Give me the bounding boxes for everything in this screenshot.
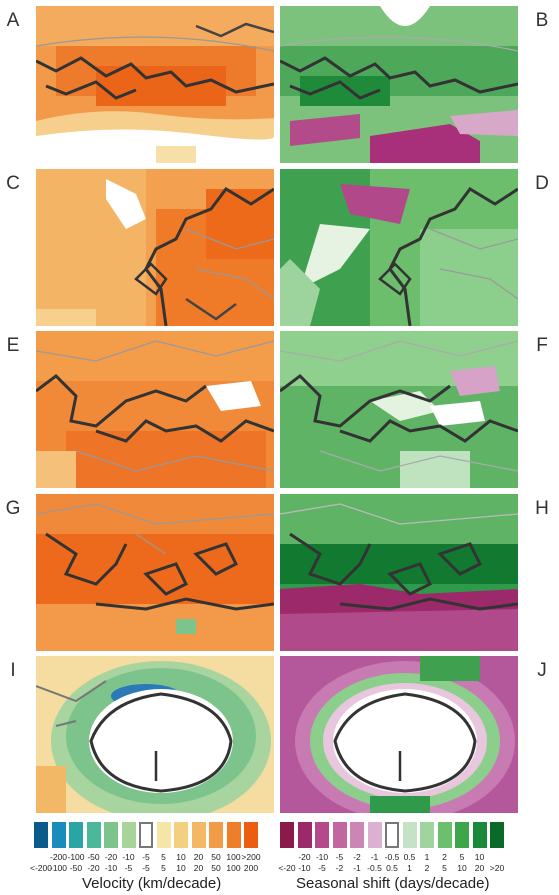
velocity-legend-swatch	[156, 822, 171, 848]
velocity-legend-swatch	[139, 822, 153, 848]
panel-letter-e: E	[6, 335, 20, 356]
seasonal-shift-legend-tick-label: 5	[459, 852, 465, 862]
velocity-legend-tick-label: 50	[211, 852, 221, 862]
velocity-legend-tick-label: 100	[226, 852, 241, 862]
seasonal-shift-legend-swatch	[315, 822, 329, 848]
seasonal-shift-legend-tick-label: -2	[335, 863, 344, 873]
seasonal-shift-legend-tick-label: <-20	[278, 863, 296, 873]
velocity-legend-tick-label: >200	[241, 852, 261, 862]
seasonal-shift-legend-tick-label: -1	[370, 852, 379, 862]
seasonal-shift-legend-swatch	[297, 822, 312, 848]
seasonal-shift-legend-tick-label: -1	[353, 863, 361, 873]
seasonal-shift-legend-tick-label: 10	[474, 852, 485, 862]
seasonal-shift-map-antarctic	[280, 656, 518, 813]
panel-letter-c: C	[6, 173, 20, 194]
seasonal-shift-legend-tick-label: 0.5	[386, 863, 398, 873]
seasonal-shift-legend-swatch	[367, 822, 382, 848]
velocity-legend-tick-label: -50	[87, 852, 100, 862]
velocity-legend-tick-label: -5	[142, 863, 150, 873]
seasonal-shift-map-arctic	[280, 6, 518, 163]
velocity-legend-tick-label: -100	[67, 852, 85, 862]
seasonal-shift-legend-swatch	[472, 822, 487, 848]
velocity-legend-tick-label: 10	[176, 852, 186, 862]
velocity-legend-tick-label: -10	[104, 863, 118, 873]
velocity-legend-swatch	[51, 822, 66, 848]
velocity-legend-tick-label: 50	[211, 863, 221, 873]
panel-letter-d: D	[535, 173, 549, 194]
seasonal-shift-legend-tick-label: -5	[318, 863, 326, 873]
velocity-legend-tick-label: -20	[87, 863, 100, 873]
panel-letter-g: G	[5, 498, 21, 519]
seasonal-shift-legend-tick-label: 5	[442, 863, 447, 873]
velocity-legend-tick-label: 5	[161, 863, 166, 873]
velocity-legend: <-200 -200 -100 -100 -50 -50 -20 -20 -10 -10 -5 -5-…	[30, 822, 274, 892]
seasonal-shift-legend-tick-label: 2	[442, 852, 447, 862]
velocity-legend-swatch	[226, 822, 241, 848]
panel-letter-a: A	[6, 10, 20, 31]
velocity-legend-tick-label: -200	[49, 852, 67, 862]
seasonal-shift-legend-tick-label: -5	[335, 852, 344, 862]
seasonal-shift-legend: <-20 -20 -10 -10 -5 -5 -2 -2 -1 -1 -0.5 -0.5 0.5 0.5 1…	[278, 822, 520, 892]
velocity-legend-tick-label: 10	[176, 863, 186, 873]
seasonal-shift-legend-swatch	[437, 822, 452, 848]
seasonal-shift-legend-tick-label: 2	[424, 863, 430, 873]
seasonal-shift-legend-tick-label: 0.5	[403, 852, 416, 862]
velocity-legend-swatch	[34, 822, 48, 848]
panel-letter-i: I	[10, 660, 16, 681]
panel-letter-b: B	[535, 10, 549, 31]
velocity-legend-tick-label: -100	[49, 863, 67, 873]
panel-letter-j: J	[537, 660, 547, 681]
seasonal-shift-legend-tick-label: -10	[315, 852, 329, 862]
panel-letter-f: F	[536, 335, 548, 356]
seasonal-shift-map-europe	[280, 169, 518, 326]
seasonal-shift-legend-swatch	[490, 822, 504, 848]
velocity-legend-tick-label: 200	[243, 863, 259, 873]
seasonal-shift-legend-swatch	[385, 822, 399, 848]
seasonal-shift-legend-title: Seasonal shift (days/decade)	[296, 875, 490, 892]
seasonal-shift-legend-swatch	[350, 822, 364, 848]
seasonal-shift-legend-tick-label: -0.5	[367, 863, 382, 873]
velocity-legend-tick-label: -10	[122, 852, 135, 862]
seasonal-shift-legend-swatch	[402, 822, 417, 848]
velocity-legend-tick-label: -5	[142, 852, 150, 862]
velocity-legend-swatch	[191, 822, 206, 848]
velocity-legend-swatch	[174, 822, 188, 848]
velocity-legend-tick-label: 100	[226, 863, 241, 873]
seasonal-shift-legend-swatch	[420, 822, 434, 848]
seasonal-shift-legend-swatch	[455, 822, 469, 848]
velocity-legend-swatch	[244, 822, 258, 848]
velocity-legend-tick-label: -20	[104, 852, 118, 862]
velocity-map-asia	[36, 494, 274, 651]
velocity-legend-title: Velocity (km/decade)	[82, 875, 222, 892]
velocity-legend-swatch	[86, 822, 101, 848]
velocity-legend-swatch	[104, 822, 118, 848]
seasonal-shift-legend-tick-label: 10	[457, 863, 467, 873]
seasonal-shift-legend-tick-label: -2	[353, 852, 361, 862]
seasonal-shift-legend-tick-label: >20	[489, 863, 505, 873]
seasonal-shift-map-asia	[280, 494, 518, 651]
panel-letter-h: H	[535, 498, 549, 519]
velocity-legend-tick-label: 20	[193, 863, 204, 873]
velocity-legend-swatch	[69, 822, 83, 848]
seasonal-shift-legend-tick-label: 20	[474, 863, 485, 873]
seasonal-shift-legend-tick-label: 1	[424, 852, 430, 862]
seasonal-shift-legend-swatch	[280, 822, 294, 848]
velocity-legend-tick-label: 5	[161, 852, 166, 862]
seasonal-shift-legend-tick-label: -0.5	[384, 852, 400, 862]
seasonal-shift-legend-tick-label: -20	[298, 852, 311, 862]
velocity-map-arctic	[36, 6, 274, 163]
seasonal-shift-legend-tick-label: -10	[298, 863, 311, 873]
velocity-map-mediterranean	[36, 331, 274, 488]
seasonal-shift-legend-swatch	[332, 822, 347, 848]
velocity-legend-tick-label: -5	[124, 863, 133, 873]
seasonal-shift-legend-tick-label: 1	[407, 863, 412, 873]
seasonal-shift-map-mediterranean	[280, 331, 518, 488]
velocity-legend-tick-label: -50	[69, 863, 83, 873]
velocity-legend-swatch	[209, 822, 223, 848]
velocity-map-europe	[36, 169, 274, 326]
velocity-legend-tick-label: 20	[193, 852, 204, 862]
velocity-map-antarctic	[36, 656, 274, 813]
velocity-legend-tick-label: <-200	[30, 863, 52, 873]
velocity-legend-swatch	[121, 822, 136, 848]
